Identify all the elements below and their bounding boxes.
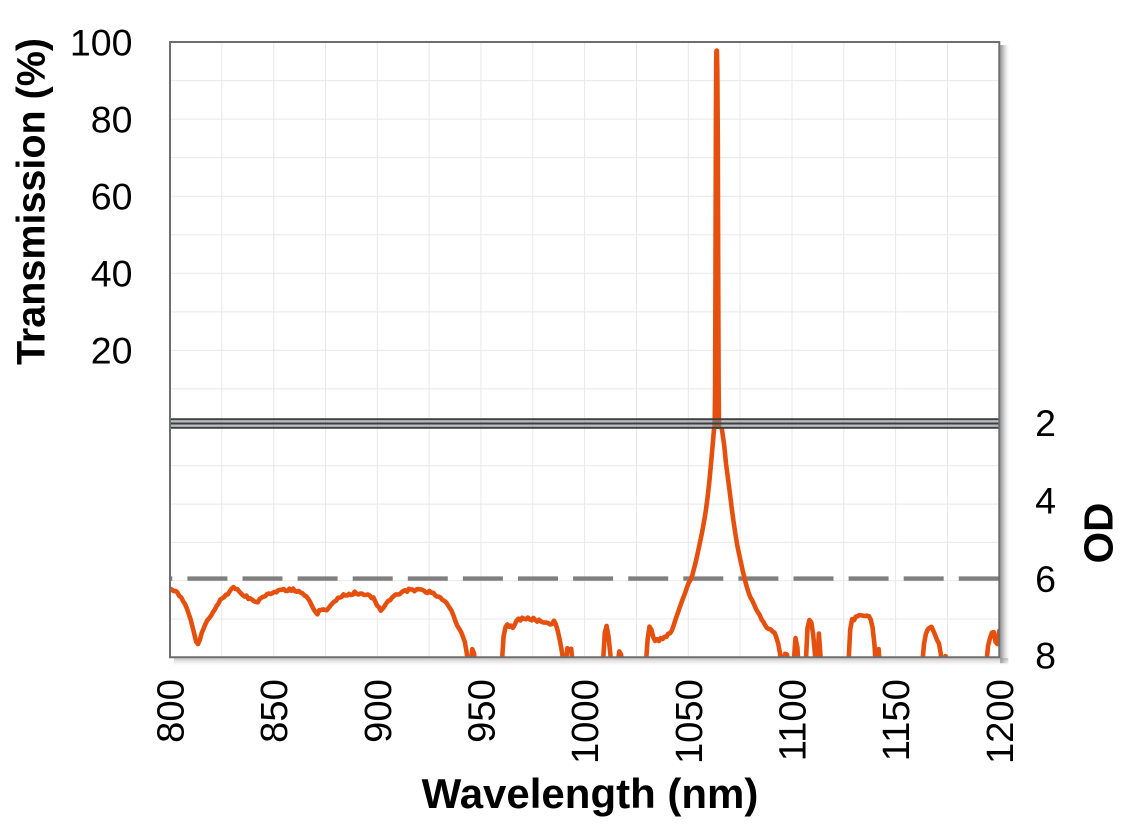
svg-text:1100: 1100 xyxy=(772,679,815,761)
svg-text:100: 100 xyxy=(70,21,133,63)
svg-text:80: 80 xyxy=(91,98,133,140)
svg-text:Transmission (%): Transmission (%) xyxy=(9,38,53,365)
svg-text:OD: OD xyxy=(1076,503,1122,564)
svg-text:2: 2 xyxy=(1035,402,1056,444)
svg-text:1050: 1050 xyxy=(668,679,711,764)
svg-text:20: 20 xyxy=(91,330,133,372)
svg-text:900: 900 xyxy=(357,679,400,743)
svg-text:850: 850 xyxy=(253,679,296,743)
svg-text:1000: 1000 xyxy=(564,679,607,764)
svg-text:800: 800 xyxy=(150,679,193,743)
svg-text:4: 4 xyxy=(1035,479,1056,521)
svg-text:1200: 1200 xyxy=(979,679,1022,764)
svg-text:60: 60 xyxy=(91,176,133,218)
svg-text:1150: 1150 xyxy=(875,679,918,761)
svg-text:950: 950 xyxy=(461,679,504,743)
svg-text:40: 40 xyxy=(91,253,133,295)
svg-text:6: 6 xyxy=(1035,558,1056,600)
svg-text:Wavelength (nm): Wavelength (nm) xyxy=(422,770,759,817)
svg-text:8: 8 xyxy=(1035,635,1056,677)
